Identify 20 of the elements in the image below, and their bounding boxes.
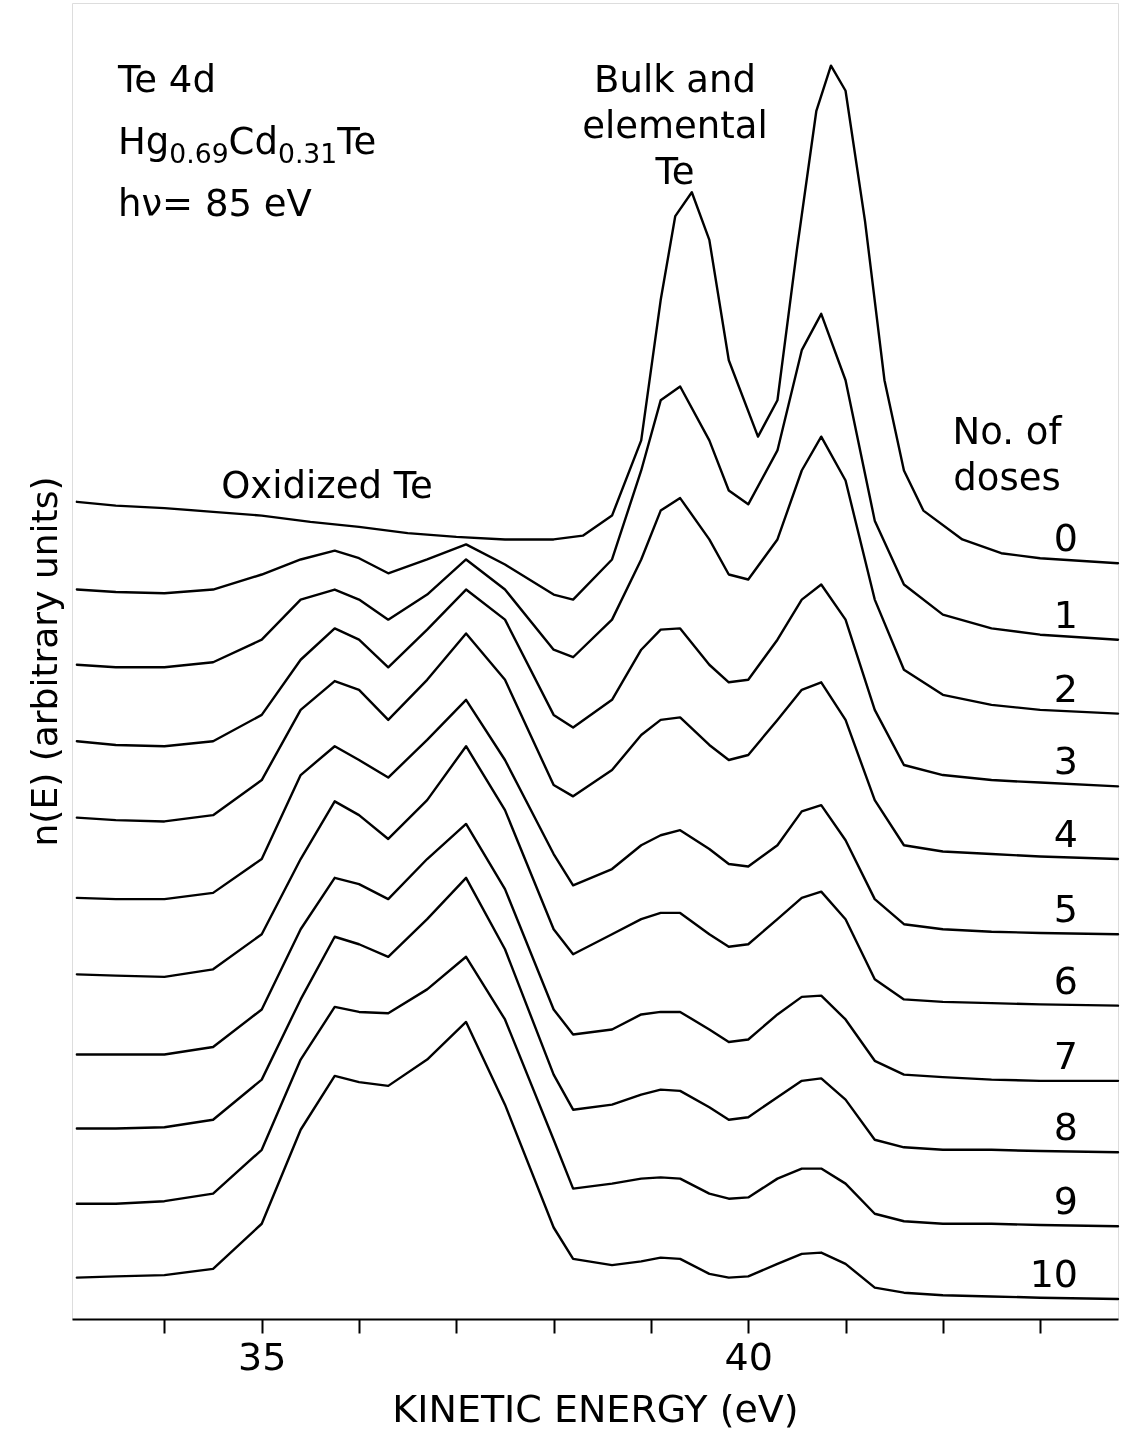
annotation: Oxidized Te — [221, 464, 433, 507]
x-tick-label: 35 — [238, 1334, 287, 1379]
series-label: 2 — [1053, 666, 1078, 711]
x-axis-title: KINETIC ENERGY (eV) — [392, 1386, 799, 1431]
series-label: 4 — [1053, 812, 1078, 857]
x-tick-label: 40 — [724, 1334, 773, 1379]
annotation: hν= 85 eV — [118, 182, 312, 225]
series-label: 0 — [1053, 516, 1078, 561]
series-label: 7 — [1053, 1033, 1078, 1078]
series-label: 5 — [1053, 887, 1078, 932]
series-label: 8 — [1053, 1105, 1078, 1150]
series-label: 3 — [1053, 739, 1078, 784]
series-label: 10 — [1029, 1251, 1078, 1296]
annotation: Te 4d — [117, 58, 216, 101]
y-axis-title: n(E) (arbitrary units) — [23, 476, 65, 847]
series-label: 6 — [1053, 958, 1078, 1003]
series-label: 1 — [1053, 592, 1078, 637]
annotation: No. of doses — [952, 410, 1063, 499]
annotation: Bulk and elemental Te — [582, 58, 768, 193]
series-label: 9 — [1053, 1179, 1078, 1224]
